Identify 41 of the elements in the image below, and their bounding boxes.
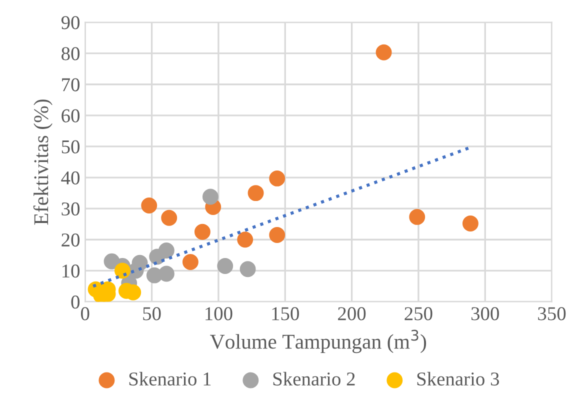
y-tick-label: 50 [62,140,80,154]
y-tick-label: 70 [62,78,80,92]
point [141,197,158,214]
point [182,254,198,270]
y-tick-label: 10 [62,264,80,278]
x-tick-label: 350 [538,307,566,320]
x-tick-label: 300 [471,307,499,320]
x-axis-title: Volume Tampungan (m$^{3}$) [210,330,426,354]
legend-label: Skenario 2 [273,372,355,386]
point [462,216,478,232]
point [269,226,286,243]
x-tick-label: 250 [404,307,432,320]
legend-label: Skenario 1 [129,372,211,386]
point [158,266,174,282]
x-tick-label: 0 [80,307,90,320]
point [114,262,130,279]
y-tick-label: 30 [62,202,80,216]
x-tick-label: 50 [143,307,161,320]
point [237,232,254,248]
point [202,188,218,205]
point [409,208,426,225]
x-tick-label: 200 [338,307,366,320]
point [248,185,264,202]
point [240,261,256,278]
point [376,44,392,60]
x-tick-label: 100 [206,307,232,320]
y-tick-label: 0 [71,296,80,309]
legend-label: Skenario 3 [417,372,499,386]
y-axis-title: Efektivitas (%) [33,100,52,225]
point [269,170,286,186]
point [132,254,148,271]
point [194,224,210,240]
y-tick-label: 90 [61,16,80,30]
point [158,242,174,258]
x-tick-label: 150 [272,307,299,320]
y-tick-label: 60 [62,109,80,122]
y-tick-label: 40 [61,171,80,184]
y-tick-label: 80 [62,47,80,60]
y-tick-label: 20 [62,233,80,247]
point [217,258,234,274]
point [161,210,178,226]
